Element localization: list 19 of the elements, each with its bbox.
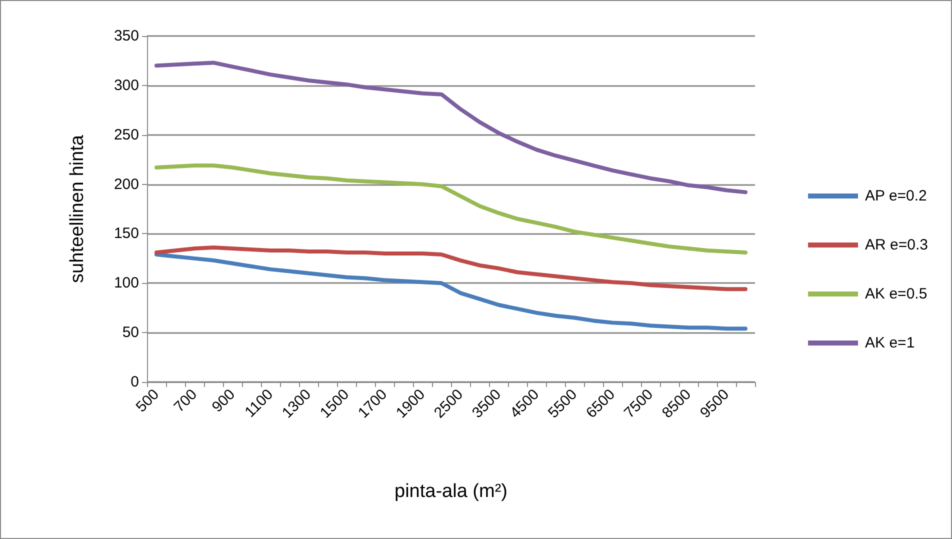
x-tick-label: 700 [170, 386, 201, 416]
y-tick-label: 100 [114, 274, 139, 292]
line-series [154, 164, 748, 254]
legend-label: AK e=0.5 [865, 286, 928, 302]
line-series [154, 246, 748, 292]
legend-label: AP e=0.2 [865, 188, 927, 204]
line-series [154, 60, 748, 194]
y-tick-label: 200 [114, 176, 139, 193]
y-tick-label: 150 [114, 225, 139, 242]
y-tick-label: 50 [122, 324, 139, 342]
y-tick-label: 300 [114, 76, 139, 94]
x-axis-title: pinta-ala (m²) [394, 481, 508, 502]
legend-label: AR e=0.3 [865, 236, 928, 254]
y-tick-label: 350 [114, 28, 139, 44]
x-tick-label: 900 [208, 386, 239, 416]
line-series [154, 252, 748, 331]
y-axis-title: suhteellinen hinta [67, 134, 88, 283]
legend-label: AK e=1 [865, 334, 915, 352]
y-tick-label: 250 [114, 126, 139, 144]
